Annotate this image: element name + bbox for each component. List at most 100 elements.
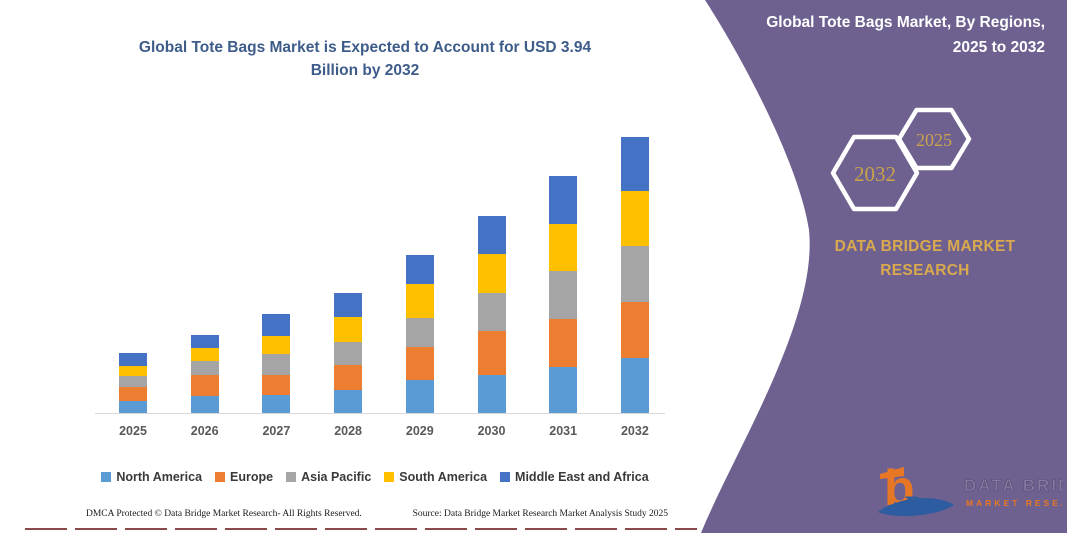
bar-segment-2025-asia-pacific bbox=[119, 375, 147, 388]
purple-panel-path bbox=[701, 0, 1067, 533]
x-label-2030: 2030 bbox=[477, 424, 506, 438]
bar-2026 bbox=[190, 334, 219, 413]
legend-label: Europe bbox=[230, 470, 274, 484]
bar-segment-2026-south-america bbox=[190, 347, 219, 362]
bar-segment-2031-north-america bbox=[549, 366, 578, 413]
logo-text-bottom: MARKET RESEARCH bbox=[966, 498, 1062, 508]
bar-segment-2031-asia-pacific bbox=[549, 270, 578, 320]
bar-segment-2032-south-america bbox=[620, 191, 649, 246]
x-label-2028: 2028 bbox=[334, 424, 362, 438]
bar-segment-2032-north-america bbox=[620, 357, 649, 413]
footer-source: Source: Data Bridge Market Research Mark… bbox=[412, 509, 668, 519]
legend-label: Asia Pacific bbox=[301, 470, 372, 484]
bar-segment-2027-asia-pacific bbox=[262, 353, 291, 375]
bar-segment-2030-middle-east-and-africa bbox=[477, 216, 506, 255]
legend-swatch-icon bbox=[500, 472, 511, 482]
bar-segment-2030-europe bbox=[477, 331, 506, 375]
year-hexagons: 2025 2032 bbox=[830, 107, 972, 212]
bar-segment-2031-south-america bbox=[549, 224, 578, 271]
logo-swoosh-icon bbox=[878, 498, 954, 517]
bar-2032 bbox=[620, 137, 649, 413]
bar-segment-2029-middle-east-and-africa bbox=[405, 254, 434, 285]
chart-title-line1: Global Tote Bags Market is Expected to A… bbox=[138, 39, 592, 56]
legend-item-asia-pacific: Asia Pacific bbox=[286, 470, 371, 484]
logo-d-icon: D bbox=[901, 490, 924, 522]
hexagon-2032 bbox=[830, 134, 920, 212]
bar-2027 bbox=[262, 314, 291, 413]
bar-segment-2032-middle-east-and-africa bbox=[620, 137, 649, 192]
bar-segment-2025-middle-east-and-africa bbox=[119, 352, 147, 367]
x-label-2027: 2027 bbox=[262, 424, 291, 438]
legend-label: South America bbox=[399, 470, 488, 484]
hexagon-2025-label: 2025 bbox=[916, 130, 952, 150]
x-label-2026: 2026 bbox=[190, 424, 219, 438]
panel-title: Global Tote Bags Market, By Regions, 202… bbox=[705, 10, 1045, 60]
bar-segment-2029-europe bbox=[405, 346, 434, 381]
chart-title: Global Tote Bags Market is Expected to A… bbox=[85, 36, 645, 82]
data-bridge-logo: b D DATA BRIDGE MARKET RESEARCH bbox=[878, 460, 1062, 522]
bar-segment-2027-middle-east-and-africa bbox=[262, 314, 291, 337]
bar-segment-2028-asia-pacific bbox=[334, 342, 363, 365]
logo-text-top: DATA BRIDGE bbox=[964, 476, 1062, 495]
brand-line2: RESEARCH bbox=[880, 262, 970, 279]
legend-item-europe: Europe bbox=[215, 470, 273, 484]
panel-title-line2: 2025 to 2032 bbox=[952, 39, 1045, 56]
x-label-2025: 2025 bbox=[119, 424, 147, 438]
x-label-2032: 2032 bbox=[620, 424, 649, 438]
legend-swatch-icon bbox=[101, 472, 112, 482]
bar-2031 bbox=[549, 176, 578, 413]
bar-2028 bbox=[334, 292, 363, 413]
footer: DMCA Protected © Data Bridge Market Rese… bbox=[86, 509, 668, 519]
bar-segment-2032-asia-pacific bbox=[620, 245, 649, 302]
bar-2025 bbox=[119, 352, 147, 413]
bar-segment-2027-europe bbox=[262, 374, 291, 395]
bar-segment-2028-south-america bbox=[334, 317, 363, 343]
x-label-2031: 2031 bbox=[549, 424, 578, 438]
bar-segment-2025-europe bbox=[119, 387, 147, 402]
bar-segment-2026-asia-pacific bbox=[190, 361, 219, 376]
bar-segment-2030-south-america bbox=[477, 254, 506, 294]
bar-segment-2032-europe bbox=[620, 301, 649, 358]
bar-segment-2029-north-america bbox=[405, 380, 434, 413]
bar-segment-2030-north-america bbox=[477, 374, 506, 413]
bar-segment-2026-middle-east-and-africa bbox=[190, 334, 219, 348]
legend-swatch-icon bbox=[286, 472, 297, 482]
legend-label: Middle East and Africa bbox=[515, 470, 649, 484]
legend-label: North America bbox=[116, 470, 203, 484]
logo-flag-icon bbox=[880, 467, 904, 479]
bar-segment-2031-middle-east-and-africa bbox=[549, 176, 578, 225]
legend-swatch-icon bbox=[215, 472, 226, 482]
bar-segment-2031-europe bbox=[549, 319, 578, 367]
footer-copyright: DMCA Protected © Data Bridge Market Rese… bbox=[86, 509, 362, 519]
brand-line1: DATA BRIDGE MARKET bbox=[834, 238, 1016, 255]
bar-2029 bbox=[405, 254, 434, 413]
bar-segment-2028-middle-east-and-africa bbox=[334, 292, 363, 318]
x-label-2029: 2029 bbox=[405, 424, 434, 438]
bar-segment-2029-south-america bbox=[405, 284, 434, 318]
bar-segment-2027-south-america bbox=[262, 336, 291, 354]
bar-segment-2025-north-america bbox=[119, 401, 147, 413]
bar-segment-2025-south-america bbox=[119, 366, 147, 376]
bar-segment-2026-north-america bbox=[190, 395, 219, 413]
legend-swatch-icon bbox=[384, 472, 395, 482]
bar-segment-2026-europe bbox=[190, 375, 219, 396]
legend-item-south-america: South America bbox=[384, 470, 487, 484]
hexagon-2032-label: 2032 bbox=[854, 162, 896, 186]
plot-area bbox=[95, 128, 665, 414]
chart-title-line2: Billion by 2032 bbox=[310, 62, 420, 79]
legend-item-middle-east-and-africa: Middle East and Africa bbox=[500, 470, 649, 484]
bottom-dashed-rule bbox=[25, 528, 697, 530]
bar-segment-2028-north-america bbox=[334, 389, 363, 413]
brand-wordmark: DATA BRIDGE MARKET RESEARCH bbox=[780, 235, 1067, 283]
bar-segment-2030-asia-pacific bbox=[477, 293, 506, 332]
legend-item-north-america: North America bbox=[101, 470, 202, 484]
panel-title-line1: Global Tote Bags Market, By Regions, bbox=[766, 14, 1045, 31]
bar-segment-2028-europe bbox=[334, 364, 363, 390]
x-axis-labels: 2025 2026 2027 2028 2029 2030 2031 2032 bbox=[95, 424, 665, 442]
bar-2030 bbox=[477, 216, 506, 413]
bar-segment-2029-asia-pacific bbox=[405, 317, 434, 347]
chart-legend: North America Europe Asia Pacific South Ame… bbox=[80, 470, 670, 484]
bar-segment-2027-north-america bbox=[262, 394, 291, 413]
